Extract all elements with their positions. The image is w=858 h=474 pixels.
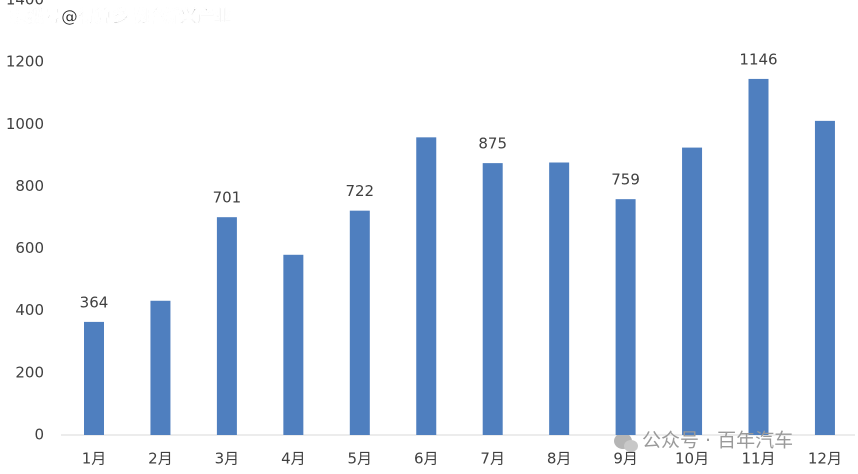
x-tick-label: 3月 bbox=[215, 450, 240, 468]
bar bbox=[682, 147, 703, 435]
x-tick-label: 8月 bbox=[547, 450, 572, 468]
x-tick-label: 9月 bbox=[613, 450, 638, 468]
x-tick-label: 6月 bbox=[414, 450, 439, 468]
data-label: 759 bbox=[611, 171, 640, 189]
bar bbox=[748, 78, 769, 436]
bar bbox=[349, 210, 370, 435]
data-label: 701 bbox=[213, 189, 242, 207]
data-label: 875 bbox=[478, 135, 507, 153]
y-tick-label: 1400 bbox=[6, 0, 44, 9]
watermark: 搜狐号@得算多战略新兴产业 bbox=[10, 6, 231, 27]
x-tick-label: 12月 bbox=[808, 450, 842, 468]
x-tick-label: 2月 bbox=[148, 450, 173, 468]
y-tick-label: 200 bbox=[15, 363, 44, 381]
x-tick-label: 5月 bbox=[348, 450, 373, 468]
x-tick-label: 1月 bbox=[82, 450, 107, 468]
bar bbox=[84, 321, 104, 435]
data-label: 364 bbox=[80, 293, 109, 311]
y-tick-label: 0 bbox=[34, 426, 44, 444]
y-tick-label: 1200 bbox=[6, 53, 44, 71]
data-label: 1146 bbox=[739, 50, 777, 68]
bar bbox=[416, 137, 437, 436]
bar bbox=[482, 163, 503, 435]
bar bbox=[549, 162, 570, 435]
y-tick-label: 800 bbox=[15, 177, 44, 195]
bar bbox=[283, 254, 304, 435]
x-tick-label: 10月 bbox=[675, 450, 709, 468]
x-tick-label: 4月 bbox=[281, 450, 306, 468]
x-tick-label: 11月 bbox=[741, 450, 775, 468]
bar bbox=[150, 300, 171, 435]
bar bbox=[216, 217, 237, 435]
x-tick-label: 7月 bbox=[480, 450, 505, 468]
y-tick-label: 600 bbox=[15, 239, 44, 257]
y-tick-label: 400 bbox=[15, 301, 44, 319]
watermark: 公众号 · 百年汽车 bbox=[642, 430, 793, 452]
bar bbox=[814, 120, 835, 435]
data-label: 722 bbox=[345, 182, 374, 200]
y-tick-label: 1000 bbox=[6, 115, 44, 133]
watermark-icon bbox=[614, 433, 638, 452]
bar bbox=[615, 199, 636, 435]
